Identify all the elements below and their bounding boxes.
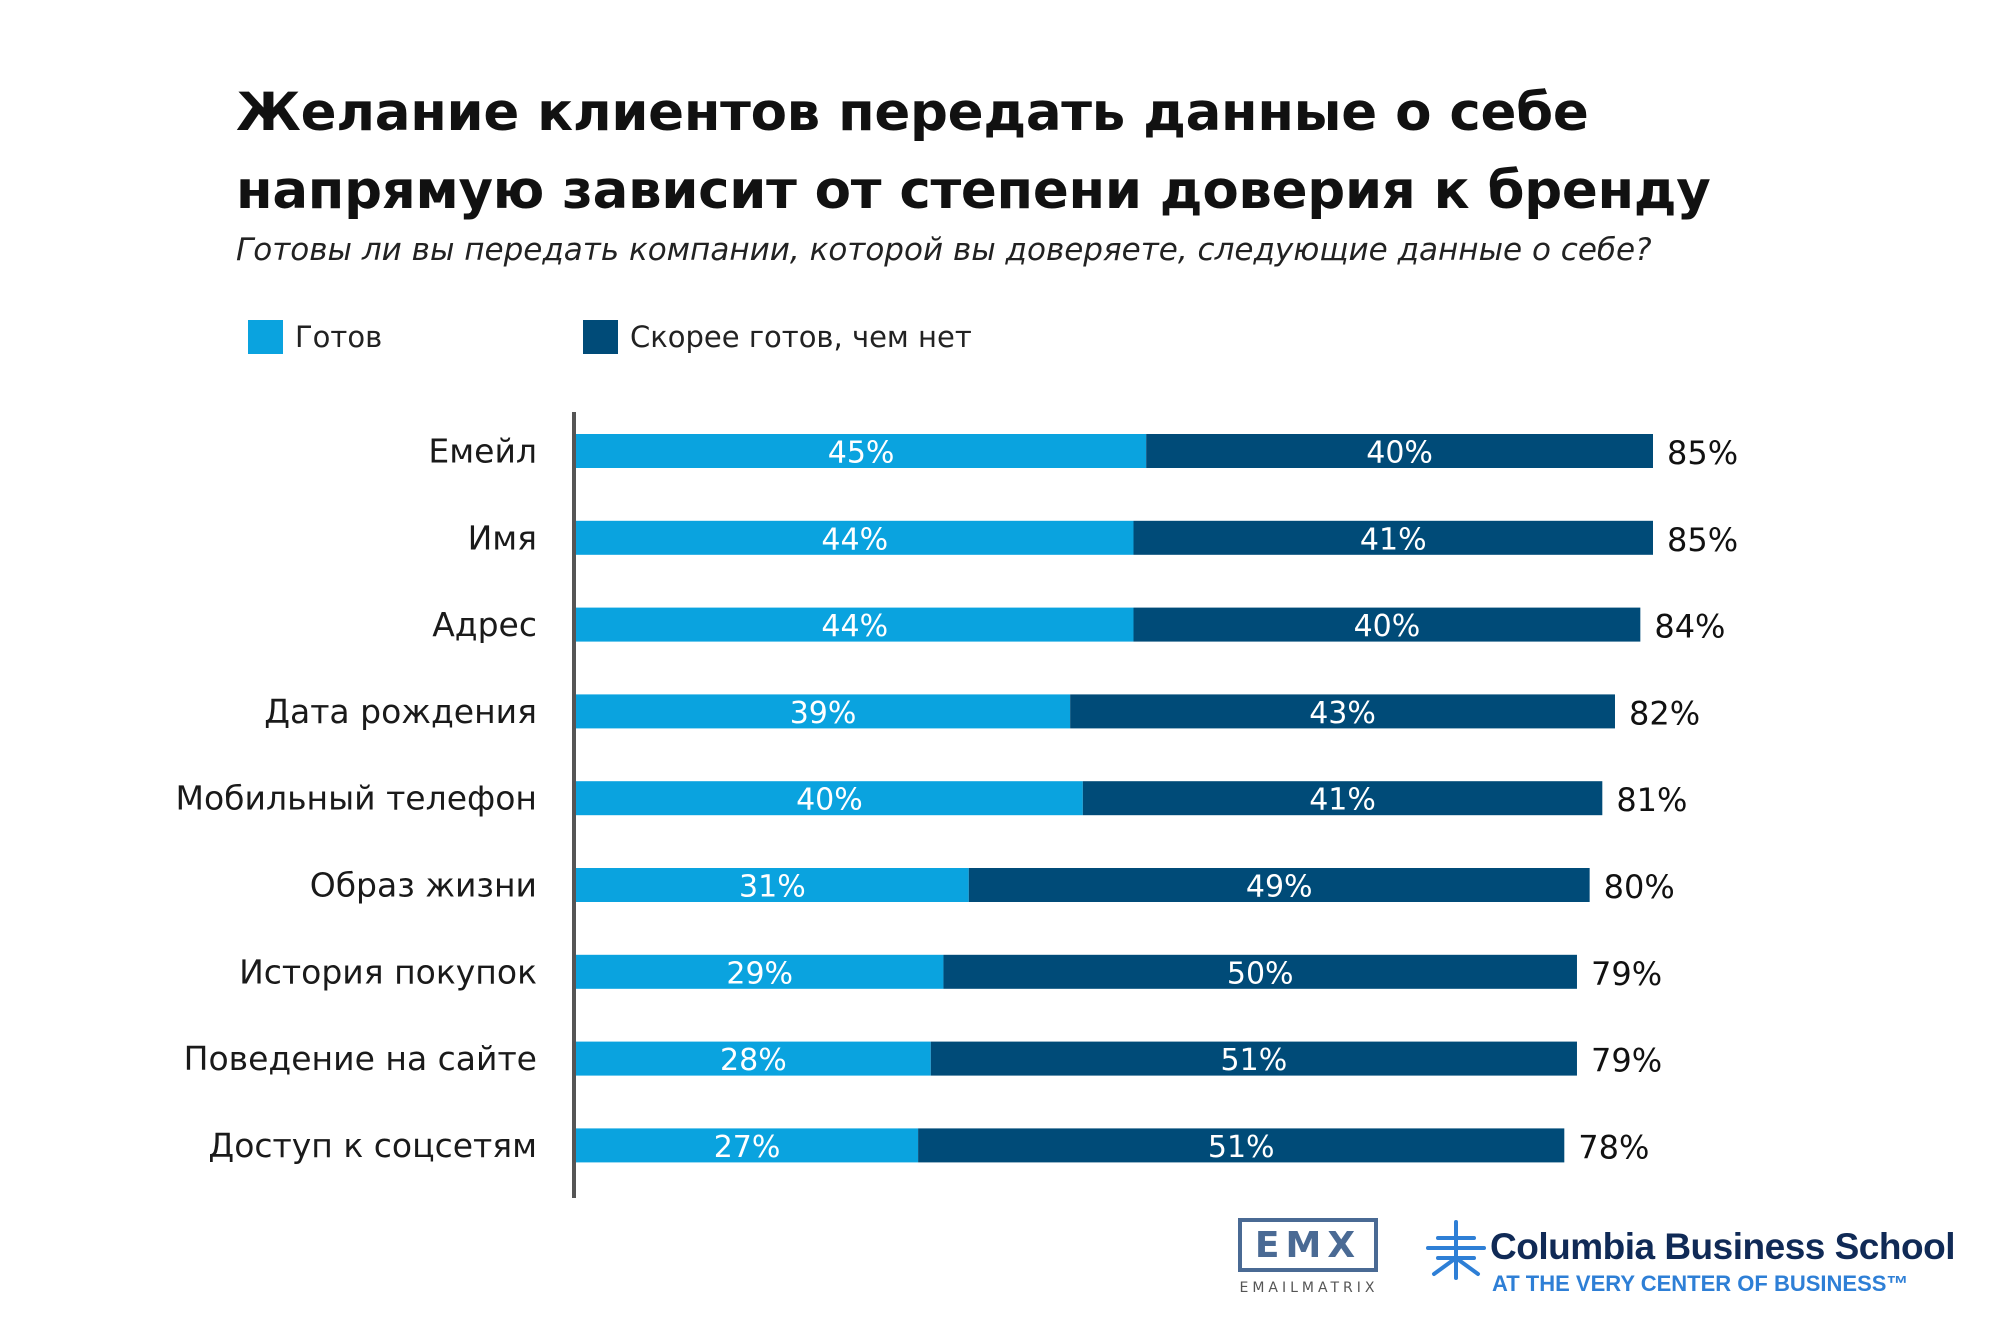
segment-value-label: 41%: [1309, 783, 1376, 818]
segment-value-label: 49%: [1246, 870, 1313, 905]
bar-segment-rather-ready: [1133, 520, 1653, 555]
segment-value-label: 40%: [796, 783, 863, 818]
category-label: Мобильный телефон: [176, 779, 537, 818]
total-value-label: 85%: [1667, 521, 1738, 559]
legend-label-rather-ready: Скорее готов, чем нет: [630, 320, 972, 354]
emx-logo: EMX: [1238, 1218, 1378, 1272]
bar-segment-rather-ready: [1070, 694, 1615, 729]
legend-item-ready: Готов: [248, 320, 382, 354]
bar-segment-ready: [576, 1128, 919, 1163]
bar-segment-rather-ready: [930, 1041, 1577, 1076]
segment-value-label: 27%: [714, 1130, 781, 1165]
emx-logo-mark: EMX: [1254, 1224, 1362, 1266]
segment-value-label: 51%: [1208, 1130, 1275, 1165]
bar-segment-ready: [576, 954, 944, 989]
total-value-label: 84%: [1654, 608, 1725, 646]
emx-logo-name: EMAILMATRIX: [1239, 1280, 1379, 1296]
category-label: Дата рождения: [264, 692, 537, 731]
category-label: Емейл: [428, 432, 537, 471]
total-value-label: 85%: [1667, 434, 1738, 472]
segment-value-label: 41%: [1360, 522, 1427, 557]
chart-title: Желание клиентов передать данные о себе …: [236, 82, 1711, 221]
bar-segment-rather-ready: [968, 868, 1590, 902]
category-label: Образ жизни: [310, 866, 537, 905]
total-value-label: 82%: [1629, 694, 1700, 732]
segment-value-label: 43%: [1309, 696, 1376, 731]
total-value-label: 81%: [1616, 781, 1687, 819]
segment-value-label: 44%: [821, 609, 888, 644]
legend-swatch-ready: [248, 320, 283, 354]
segment-value-label: 28%: [720, 1043, 787, 1078]
segment-value-label: 45%: [828, 436, 895, 471]
columbia-crown-icon: [1426, 1220, 1486, 1280]
category-label: Поведение на сайте: [184, 1039, 537, 1078]
category-label: Имя: [468, 518, 537, 557]
bar-segment-rather-ready: [1082, 781, 1603, 816]
segment-value-label: 44%: [821, 522, 888, 557]
segment-value-label: 51%: [1221, 1043, 1288, 1078]
bar-segment-rather-ready: [918, 1128, 1565, 1163]
cbs-logo-tagline: AT THE VERY CENTER OF BUSINESS™: [1492, 1271, 1909, 1296]
total-value-label: 79%: [1591, 955, 1662, 993]
segment-value-label: 50%: [1227, 956, 1294, 991]
chart-subtitle: Готовы ли вы передать компании, которой …: [236, 232, 1652, 268]
bar-segment-rather-ready: [1133, 607, 1641, 642]
category-label: Адрес: [432, 605, 537, 644]
bar-segment-ready: [576, 1041, 931, 1076]
bar-segment-ready: [576, 781, 1083, 816]
legend-label-ready: Готов: [295, 320, 383, 354]
bar-segment-ready: [576, 520, 1134, 555]
total-value-label: 79%: [1591, 1042, 1662, 1080]
total-value-label: 80%: [1604, 868, 1675, 906]
bar-segment-ready: [576, 694, 1071, 729]
bar-segment-ready: [576, 868, 969, 902]
bar-segment-ready: [576, 434, 1147, 468]
segment-value-label: 31%: [739, 870, 806, 905]
segment-value-label: 29%: [726, 956, 793, 991]
bar-segment-rather-ready: [1146, 434, 1653, 468]
segment-value-label: 40%: [1354, 609, 1421, 644]
total-value-label: 78%: [1578, 1128, 1649, 1166]
category-label: История покупок: [239, 952, 537, 991]
legend-item-rather-ready: Скорее готов, чем нет: [583, 320, 972, 354]
segment-value-label: 40%: [1366, 436, 1433, 471]
segment-value-label: 39%: [790, 696, 857, 731]
bar-segment-ready: [576, 607, 1134, 642]
bar-segment-rather-ready: [943, 954, 1577, 989]
category-label: Доступ к соцсетям: [208, 1126, 537, 1165]
legend-swatch-rather-ready: [583, 320, 618, 354]
cbs-logo-name: Columbia Business School: [1490, 1226, 1955, 1267]
